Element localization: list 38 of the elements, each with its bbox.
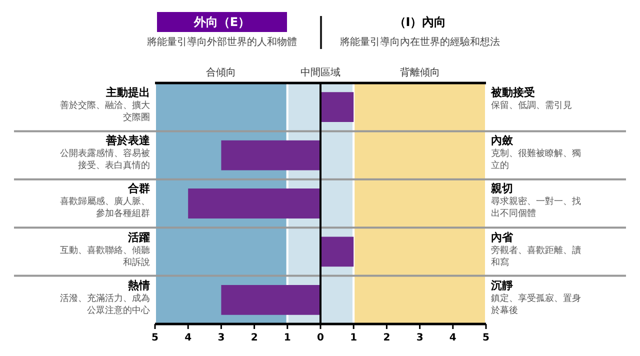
y2-tick-label: 沉靜 <box>491 278 514 293</box>
y2-tick-label: 內省 <box>491 230 514 245</box>
text: 將能量引導向內在世界的經驗和想法 <box>339 36 501 49</box>
text: 善於交際、融洽、擴大交際圈 <box>59 100 150 124</box>
text: 尋求親密、一對一、找出不同個體 <box>491 196 582 220</box>
x-tick-label: 5 <box>482 332 490 344</box>
y-tick-label: 合群 <box>126 182 150 196</box>
band-label: 合傾向 <box>206 66 236 79</box>
x-tick-label: 4 <box>449 332 456 344</box>
x-tick-label: 0 <box>317 332 324 344</box>
x-tick-label: 1 <box>284 332 291 344</box>
y2-tick-label: 內斂 <box>491 134 514 148</box>
x-tick-label: 2 <box>383 332 390 344</box>
y-tick-label: 熱情 <box>127 278 150 293</box>
text: 鎮定、享受孤寂、置身於幕後 <box>491 292 582 317</box>
x-tick-label: 1 <box>350 332 358 344</box>
chart-title: 外向（E） <box>157 12 287 32</box>
text: 旁觀者、喜歡距離、讀和寫 <box>491 244 582 269</box>
band-label: 背離傾向 <box>400 66 440 79</box>
text: （I）內向 <box>392 14 448 31</box>
chart-subtitle: 將能量引導向外部世界的人和物體 <box>146 36 298 49</box>
text: 克制、很難被瞭解、獨立的 <box>491 148 582 172</box>
x-tick-label: 3 <box>416 332 424 344</box>
text: 活潑、充滿活力、成為公眾注意的中心 <box>59 292 150 317</box>
x-tick-label: 3 <box>218 332 225 344</box>
x-tick-label: 5 <box>152 332 159 344</box>
x-tick-label: 4 <box>184 332 192 344</box>
y2-tick-label: 被動接受 <box>491 86 536 100</box>
band-label: 中間區域 <box>300 66 340 79</box>
y-tick-label: 善於表達 <box>105 134 150 148</box>
text: 喜歡歸屬感、廣人脈、參加各種組群 <box>59 196 150 220</box>
text: 公開表露感情、容易被接受、表白真情的 <box>59 148 150 172</box>
y-tick-label: 主動提出 <box>105 86 150 100</box>
y-tick-label: 活躍 <box>127 230 150 245</box>
y2-tick-label: 親切 <box>491 182 514 196</box>
text: 互動、喜歡聯絡、傾聽和訴說 <box>59 244 150 269</box>
text: 保留、低調、需引見 <box>491 100 573 112</box>
x-tick-label: 2 <box>250 332 258 344</box>
